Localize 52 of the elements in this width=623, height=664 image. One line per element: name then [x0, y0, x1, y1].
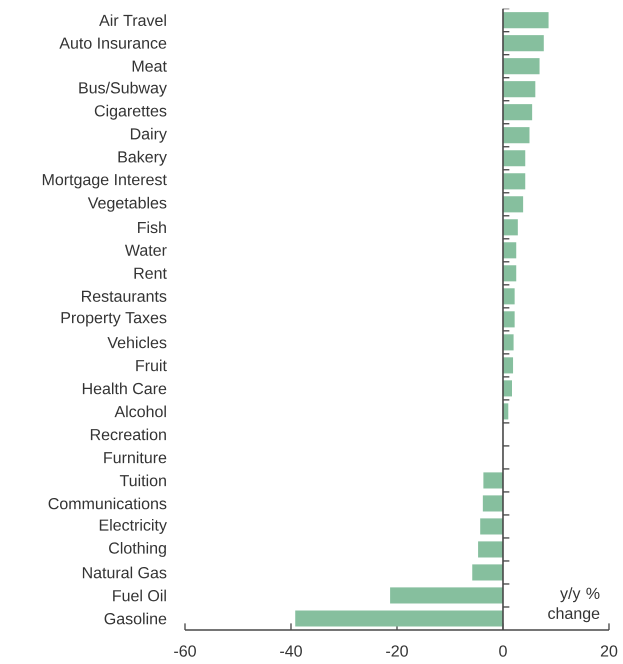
- bar: [472, 564, 503, 581]
- bar: [478, 541, 503, 558]
- y-tick-label: Meat: [132, 60, 167, 72]
- y-tick-label: Auto Insurance: [59, 38, 166, 49]
- y-tick-label: Alcohol: [114, 406, 166, 418]
- y-tick-label: Mortgage Interest: [42, 174, 167, 188]
- bar: [502, 35, 544, 52]
- bar: [480, 518, 503, 535]
- bar: [502, 173, 526, 190]
- y-tick-label: Property Taxes: [62, 312, 166, 327]
- bar: [390, 587, 503, 604]
- x-tick-label: 0: [499, 645, 507, 657]
- bar: [502, 127, 530, 144]
- x-tick-label: 20: [600, 645, 618, 657]
- bar: [482, 495, 503, 512]
- y-tick-label: Rent: [134, 268, 167, 279]
- y-tick-label: Furniture: [104, 452, 166, 464]
- y-tick-label: Cigarettes: [94, 104, 166, 120]
- bar: [502, 219, 518, 236]
- bar: [502, 58, 540, 74]
- annotation: y/y % change: [548, 587, 600, 622]
- y-tick-label: Fuel Oil: [113, 590, 166, 602]
- bar: [502, 12, 549, 28]
- y-tick-label: Tuition: [120, 474, 166, 486]
- y-tick-label: Clothing: [109, 542, 166, 557]
- bar: [502, 196, 524, 212]
- x-tick-label: -40: [280, 645, 302, 657]
- x-tick-label: -60: [174, 645, 196, 657]
- y-tick-label: Recreation: [90, 428, 166, 440]
- bar: [502, 104, 532, 120]
- y-tick-label: Natural Gas: [82, 566, 166, 578]
- y-tick-label: Gasoline: [104, 612, 166, 624]
- y-tick-label: Restaurants: [82, 290, 166, 302]
- bar: [502, 265, 516, 282]
- y-tick-label: Water: [124, 244, 167, 256]
- y-tick-label: Vegetables: [88, 196, 166, 212]
- y-tick-label: Bus/Subway: [79, 82, 167, 97]
- y-tick-label: Vehicles: [107, 336, 166, 348]
- y-tick-label: Fruit: [136, 360, 167, 372]
- y-tick-label: Air Travel: [99, 14, 166, 26]
- x-tick-label: -20: [386, 645, 408, 657]
- bar: [483, 472, 503, 488]
- bar: [502, 81, 536, 98]
- y-tick-label: Health Care: [82, 382, 166, 394]
- y-tick-label: Dairy: [130, 128, 167, 143]
- bar: [502, 150, 526, 166]
- y-tick-label: Bakery: [118, 150, 167, 166]
- bar: [295, 610, 503, 627]
- y-tick-label: Electricity: [100, 519, 167, 534]
- y-tick-label: Fish: [138, 221, 166, 234]
- bar: [502, 242, 516, 258]
- y-tick-label: Communications: [48, 498, 166, 510]
